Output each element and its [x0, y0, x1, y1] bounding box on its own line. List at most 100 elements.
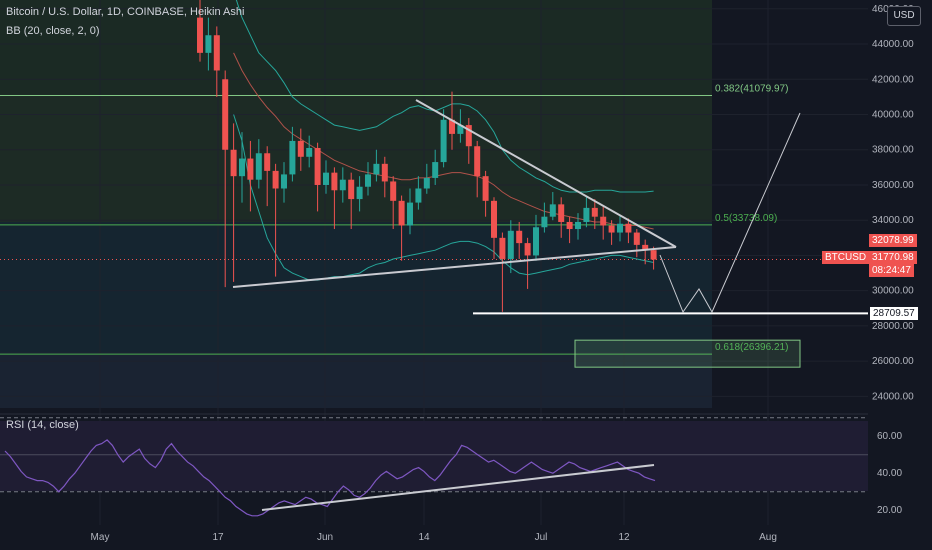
candle-body — [608, 225, 615, 233]
candle-body — [507, 230, 514, 259]
fib-zone-top — [0, 0, 712, 94]
candle-body — [491, 200, 497, 238]
candle-body — [222, 79, 229, 150]
candle-body — [457, 125, 464, 134]
candle-body — [272, 170, 279, 189]
fib-zone-0382 — [0, 94, 712, 222]
candle-body — [566, 221, 573, 230]
candle-body — [281, 174, 287, 189]
rsi-trendline — [261, 464, 655, 511]
drawings — [232, 99, 868, 315]
bb-lower-line — [233, 114, 654, 281]
price-tick-label: 38000.00 — [872, 145, 914, 156]
candle-body — [323, 172, 329, 185]
price-tick-label: 40000.00 — [872, 110, 914, 121]
candle-body — [499, 237, 506, 259]
candle-body — [197, 17, 203, 53]
candle-body — [255, 153, 262, 180]
rsi-tick-label: 60.00 — [877, 431, 902, 442]
rsi-tick-label: 20.00 — [877, 505, 902, 516]
candle-body — [474, 146, 481, 177]
candle-body — [591, 207, 598, 217]
candle-body — [314, 147, 321, 185]
bb-legend[interactable]: BB (20, close, 2, 0) — [6, 25, 100, 37]
candle-body — [516, 230, 523, 244]
candle-body — [650, 250, 657, 260]
candle-body — [356, 186, 363, 200]
time-tick-label: Jul — [535, 532, 548, 543]
candle-body — [348, 179, 355, 200]
candle-body — [432, 162, 439, 178]
price-tick-label: 34000.00 — [872, 215, 914, 226]
candle-body — [600, 216, 607, 226]
time-tick-label: Aug — [759, 532, 777, 543]
time-tick-label: 14 — [418, 532, 430, 543]
candle-body — [465, 125, 472, 147]
candles — [197, 0, 657, 312]
candle-body — [230, 149, 237, 177]
candle-body — [449, 119, 455, 134]
candle-body — [583, 207, 590, 222]
candle-body — [390, 181, 397, 201]
candle-body — [482, 176, 489, 201]
fib-level-label: 0.618(26396.21) — [715, 342, 788, 353]
candle-body — [415, 188, 422, 203]
candle-body — [407, 202, 413, 226]
candle-body — [213, 35, 220, 71]
triangle-upper-trendline — [415, 99, 677, 248]
candle-body — [264, 153, 271, 171]
rsi-legend[interactable]: RSI (14, close) — [6, 419, 79, 431]
candle-body — [289, 140, 296, 175]
candle-body — [373, 163, 380, 175]
candle-body — [533, 227, 539, 256]
candle-body — [642, 244, 649, 251]
price-tick-label: 30000.00 — [872, 286, 914, 297]
candle-body — [381, 163, 388, 182]
candle-body — [440, 119, 447, 163]
candle-body — [339, 179, 346, 191]
candle-body — [423, 177, 430, 189]
candle-body — [617, 223, 623, 233]
candle-body — [398, 200, 405, 226]
candle-body — [633, 232, 640, 245]
price-tick-label: 42000.00 — [872, 74, 914, 85]
rsi-tick-label: 40.00 — [877, 468, 902, 479]
candle-body — [575, 221, 581, 230]
projection-path — [659, 112, 801, 314]
candle-body — [524, 243, 531, 256]
countdown-tag: 08:24:47 — [869, 264, 914, 277]
candle-body — [247, 158, 254, 180]
candle-body — [558, 204, 565, 222]
candle-body — [306, 147, 313, 157]
price-tick-label: 44000.00 — [872, 39, 914, 50]
candle-body — [205, 35, 212, 53]
price-tag-last: 31770.98 — [869, 251, 917, 264]
symbol-legend[interactable]: Bitcoin / U.S. Dollar, 1D, COINBASE, Hei… — [6, 6, 245, 18]
candle-body — [541, 216, 548, 228]
candle-body — [297, 140, 304, 157]
price-tag-upper: 32078.99 — [869, 234, 917, 247]
time-tick-label: 12 — [618, 532, 630, 543]
time-scale[interactable]: May 17 Jun 14 Jul 12 Aug — [0, 526, 932, 550]
fib-level-label: 0.382(41079.97) — [715, 83, 788, 94]
fib-level-label: 0.5(33738.09) — [715, 213, 777, 224]
fib-levels: 0.382(41079.97) 0.5(33738.09) 0.618(26396.… — [0, 83, 868, 368]
time-tick-label: May — [91, 532, 110, 543]
fib-zone-05 — [0, 222, 712, 352]
bb-upper-line — [235, 0, 654, 193]
candle-body — [625, 223, 632, 233]
time-tick-label: Jun — [317, 532, 333, 543]
rsi-pane — [0, 417, 868, 517]
candle-body — [365, 174, 371, 187]
triangle-lower-trendline — [232, 246, 677, 288]
price-tick-label: 36000.00 — [872, 180, 914, 191]
support-price-tag: 28709.57 — [869, 306, 919, 321]
currency-button[interactable]: USD — [887, 6, 921, 26]
price-tick-label: 26000.00 — [872, 356, 914, 367]
candle-body — [331, 172, 338, 191]
time-tick-label: 17 — [212, 532, 224, 543]
candle-body — [239, 158, 245, 177]
price-tick-label: 28000.00 — [872, 321, 914, 332]
price-tick-label: 24000.00 — [872, 391, 914, 402]
